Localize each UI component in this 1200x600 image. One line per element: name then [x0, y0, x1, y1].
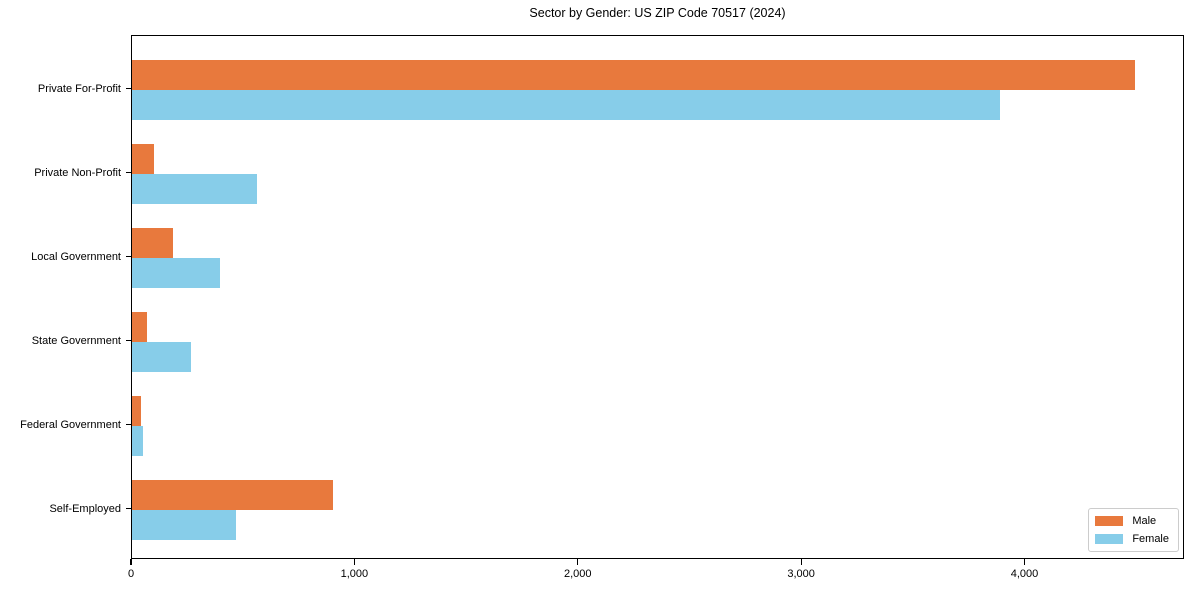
- legend-label-female: Female: [1132, 533, 1169, 545]
- x-tick-mark: [130, 559, 132, 565]
- bar-male-federal-government: [132, 395, 141, 426]
- legend-entry-female: Female: [1095, 533, 1169, 545]
- x-tick-mark: [1023, 559, 1026, 565]
- bar-male-private-for-profit: [132, 59, 1135, 90]
- y-axis-label-state-government: State Government: [31, 334, 121, 347]
- y-tick-mark: [126, 171, 131, 174]
- female-series-swatch: [1095, 534, 1124, 544]
- x-tick-mark: [800, 559, 802, 565]
- bar-male-local-government: [132, 227, 174, 258]
- legend: Male Female: [1088, 508, 1179, 552]
- bar-female-private-for-profit: [132, 89, 1000, 120]
- bar-female-state-government: [132, 341, 192, 372]
- bar-female-local-government: [132, 257, 221, 288]
- x-axis-label-3000: 3,000: [787, 568, 815, 580]
- bar-male-private-non-profit: [132, 143, 155, 174]
- plot-area: Male Female: [131, 35, 1184, 559]
- bar-male-state-government: [132, 311, 147, 342]
- y-axis-label-local-government: Local Government: [31, 250, 121, 263]
- x-axis-label-2000: 2,000: [563, 568, 592, 580]
- x-tick-mark: [353, 559, 355, 565]
- legend-label-male: Male: [1132, 515, 1157, 527]
- x-axis-label-4000: 4,000: [1010, 568, 1039, 580]
- x-tick-mark: [577, 559, 579, 565]
- chart-title: Sector by Gender: US ZIP Code 70517 (202…: [529, 6, 786, 20]
- y-axis-label-self-employed: Self-Employed: [49, 502, 121, 515]
- legend-entry-male: Male: [1095, 515, 1169, 527]
- y-axis-label-private-non-profit: Private Non-Profit: [34, 166, 121, 179]
- x-axis-label-0: 0: [127, 568, 135, 580]
- y-axis-label-private-for-profit: Private For-Profit: [37, 82, 121, 95]
- y-tick-mark: [126, 507, 131, 510]
- y-axis-label-federal-government: Federal Government: [20, 418, 121, 431]
- bar-female-private-non-profit: [132, 173, 258, 204]
- male-series-swatch: [1095, 516, 1124, 526]
- bar-female-self-employed: [132, 509, 236, 540]
- y-tick-mark: [126, 339, 131, 342]
- bar-female-federal-government: [132, 425, 144, 456]
- x-axis-label-1000: 1,000: [340, 568, 369, 580]
- y-tick-mark: [126, 423, 131, 426]
- y-tick-mark: [126, 87, 131, 90]
- y-tick-mark: [126, 255, 131, 258]
- bar-male-self-employed: [132, 479, 334, 510]
